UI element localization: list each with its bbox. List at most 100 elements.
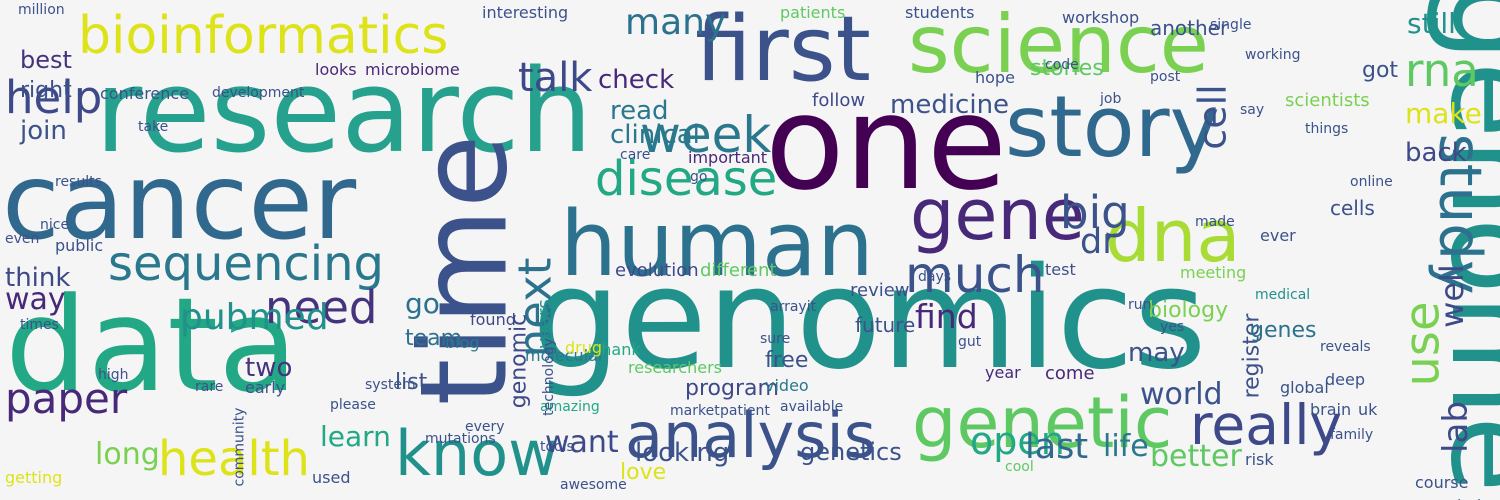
word-well: well (1432, 264, 1471, 328)
word-learn: learn (320, 420, 391, 453)
word-every: every (465, 419, 505, 435)
word-genetic: genetic (912, 382, 1173, 464)
word-one: one (765, 67, 1007, 219)
word-back: back (1405, 138, 1467, 168)
word-science: science (908, 0, 1210, 91)
word-working: working (1245, 47, 1301, 63)
word-looking: looking (635, 438, 730, 468)
word-family: family (1330, 427, 1374, 443)
word-high: high (98, 367, 129, 383)
word-patients: patients (780, 3, 846, 22)
word-list: list (395, 370, 428, 395)
word-analysis: analysis (625, 399, 877, 472)
word-million: million (18, 2, 65, 18)
word-market: market (670, 403, 720, 419)
word-check: check (598, 65, 675, 95)
word-health: health (158, 431, 310, 487)
word-evolution: evolution (615, 260, 699, 281)
word-make: make (1405, 97, 1482, 130)
word-public: public (55, 236, 104, 255)
word-looks: looks (315, 60, 357, 79)
word-find: find (915, 297, 978, 336)
word-much: much (905, 246, 1045, 304)
word-team: team (405, 326, 463, 351)
word-care: care (620, 147, 651, 163)
word-meeting: meeting (1180, 263, 1247, 282)
word-awesome: awesome (560, 477, 627, 493)
word-open: open (970, 419, 1065, 463)
word-mutations: mutations (425, 431, 496, 447)
word-reveals: reveals (1320, 339, 1371, 355)
word-best: best (20, 46, 72, 74)
word-medicine: medicine (890, 90, 1010, 120)
word-come: come (1045, 363, 1095, 384)
word-research: research (95, 45, 593, 179)
word-cancer: cancer (2, 141, 357, 263)
word-lab: lab (1435, 401, 1476, 453)
word-review: review (850, 280, 910, 301)
word-gene: gene (910, 174, 1085, 256)
word-drug: drug (565, 338, 603, 357)
word-another: another (1150, 16, 1229, 40)
word-genomics: genomics (532, 238, 1207, 401)
word-yes: yes (1160, 319, 1185, 335)
word-important: important (688, 148, 768, 167)
word-cool: cool (1005, 459, 1034, 475)
word-genes: genes (1250, 318, 1317, 343)
word-think: think (5, 263, 71, 293)
word-early: early (245, 378, 286, 397)
word-hope: hope (975, 68, 1015, 87)
word-want: want (545, 425, 619, 460)
word-future: future (855, 313, 916, 337)
word-week: week (640, 106, 772, 164)
word-got: got (1362, 58, 1399, 83)
word-molecular: molecular (525, 346, 605, 365)
word-clinical: clinical (610, 120, 700, 150)
word-researchers: researchers (628, 358, 722, 377)
word-way: way (5, 282, 66, 317)
word-say: say (1240, 102, 1265, 118)
word-cells: cells (1330, 196, 1375, 220)
word-need: need (265, 281, 378, 334)
word-made: made (1195, 214, 1235, 230)
word-big: big (1060, 186, 1130, 239)
word-job: job (1100, 91, 1122, 107)
word-available: available (780, 399, 844, 415)
word-life: life (1103, 429, 1149, 464)
word-read: read (610, 96, 669, 126)
word-days: days (918, 269, 952, 285)
word-deep: deep (1325, 370, 1365, 389)
word-students: students (905, 3, 975, 22)
word-blog: blog (445, 333, 480, 352)
word-brain: brain (1310, 400, 1352, 419)
word-conference: conference (100, 84, 190, 103)
word-last: last (1025, 427, 1089, 467)
word-paper: paper (5, 374, 128, 423)
word-talk: talk (518, 55, 593, 101)
word-scientists: scientists (1285, 90, 1370, 111)
word-sequencing: sequencing (108, 236, 384, 292)
word-pubmed: pubmed (180, 297, 329, 338)
word-uk: uk (1358, 400, 1378, 419)
word-go-small: go (690, 169, 708, 185)
word-stories: stories (1030, 56, 1104, 81)
word-follow: follow (812, 90, 866, 111)
word-tools: tools (540, 439, 574, 455)
word-single: single (1210, 17, 1252, 33)
word-global: global (1280, 378, 1329, 397)
word-risk: risk (1245, 450, 1274, 469)
word-even: even (5, 231, 40, 247)
word-patient: patient (720, 403, 770, 419)
word-system: system (365, 377, 416, 393)
word-please: please (330, 397, 376, 413)
word-amazing: amazing (540, 399, 600, 415)
word-story: story (1005, 78, 1220, 177)
word-times: times (20, 317, 59, 333)
word-dr: dr (1080, 222, 1117, 262)
word-nice: nice (40, 217, 70, 233)
word-post: post (1150, 69, 1181, 85)
word-two: two (245, 353, 293, 383)
word-code: code (1045, 57, 1079, 73)
word-many: many (625, 2, 727, 43)
